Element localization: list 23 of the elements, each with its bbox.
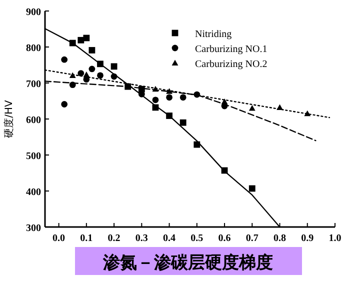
y-tick-label: 600	[26, 115, 41, 126]
legend-label: Carburizing NO.2	[195, 59, 268, 70]
x-tick-label: 0.0	[52, 233, 66, 244]
y-tick-label: 700	[26, 79, 41, 90]
text: 渗氮－渗碳层硬度梯度	[102, 253, 273, 272]
x-tick-label: 0.1	[80, 233, 93, 244]
y-tick-label: 500	[26, 151, 41, 162]
y-tick-label: 300	[26, 223, 41, 234]
y-tick-label: 400	[26, 187, 41, 198]
x-tick-label: 1.0	[328, 233, 342, 244]
x-tick-label: 0.5	[190, 233, 204, 244]
x-tick-label: 0.6	[218, 233, 231, 244]
x-tick-label: 0.8	[274, 233, 286, 244]
y-axis-title: 硬度/HV	[3, 100, 15, 138]
x-tick-label: 0.2	[108, 233, 120, 244]
y-tick-label: 900	[26, 7, 41, 18]
y-tick-label: 800	[26, 43, 41, 54]
x-tick-label: 0.4	[163, 233, 176, 244]
x-tick-label: 0.3	[135, 233, 148, 244]
x-tick-label: 0.9	[301, 233, 314, 244]
legend-label: Carburizing NO.1	[195, 44, 268, 55]
legend-label: Nitriding	[195, 29, 232, 40]
x-tick-label: 0.7	[246, 233, 258, 244]
